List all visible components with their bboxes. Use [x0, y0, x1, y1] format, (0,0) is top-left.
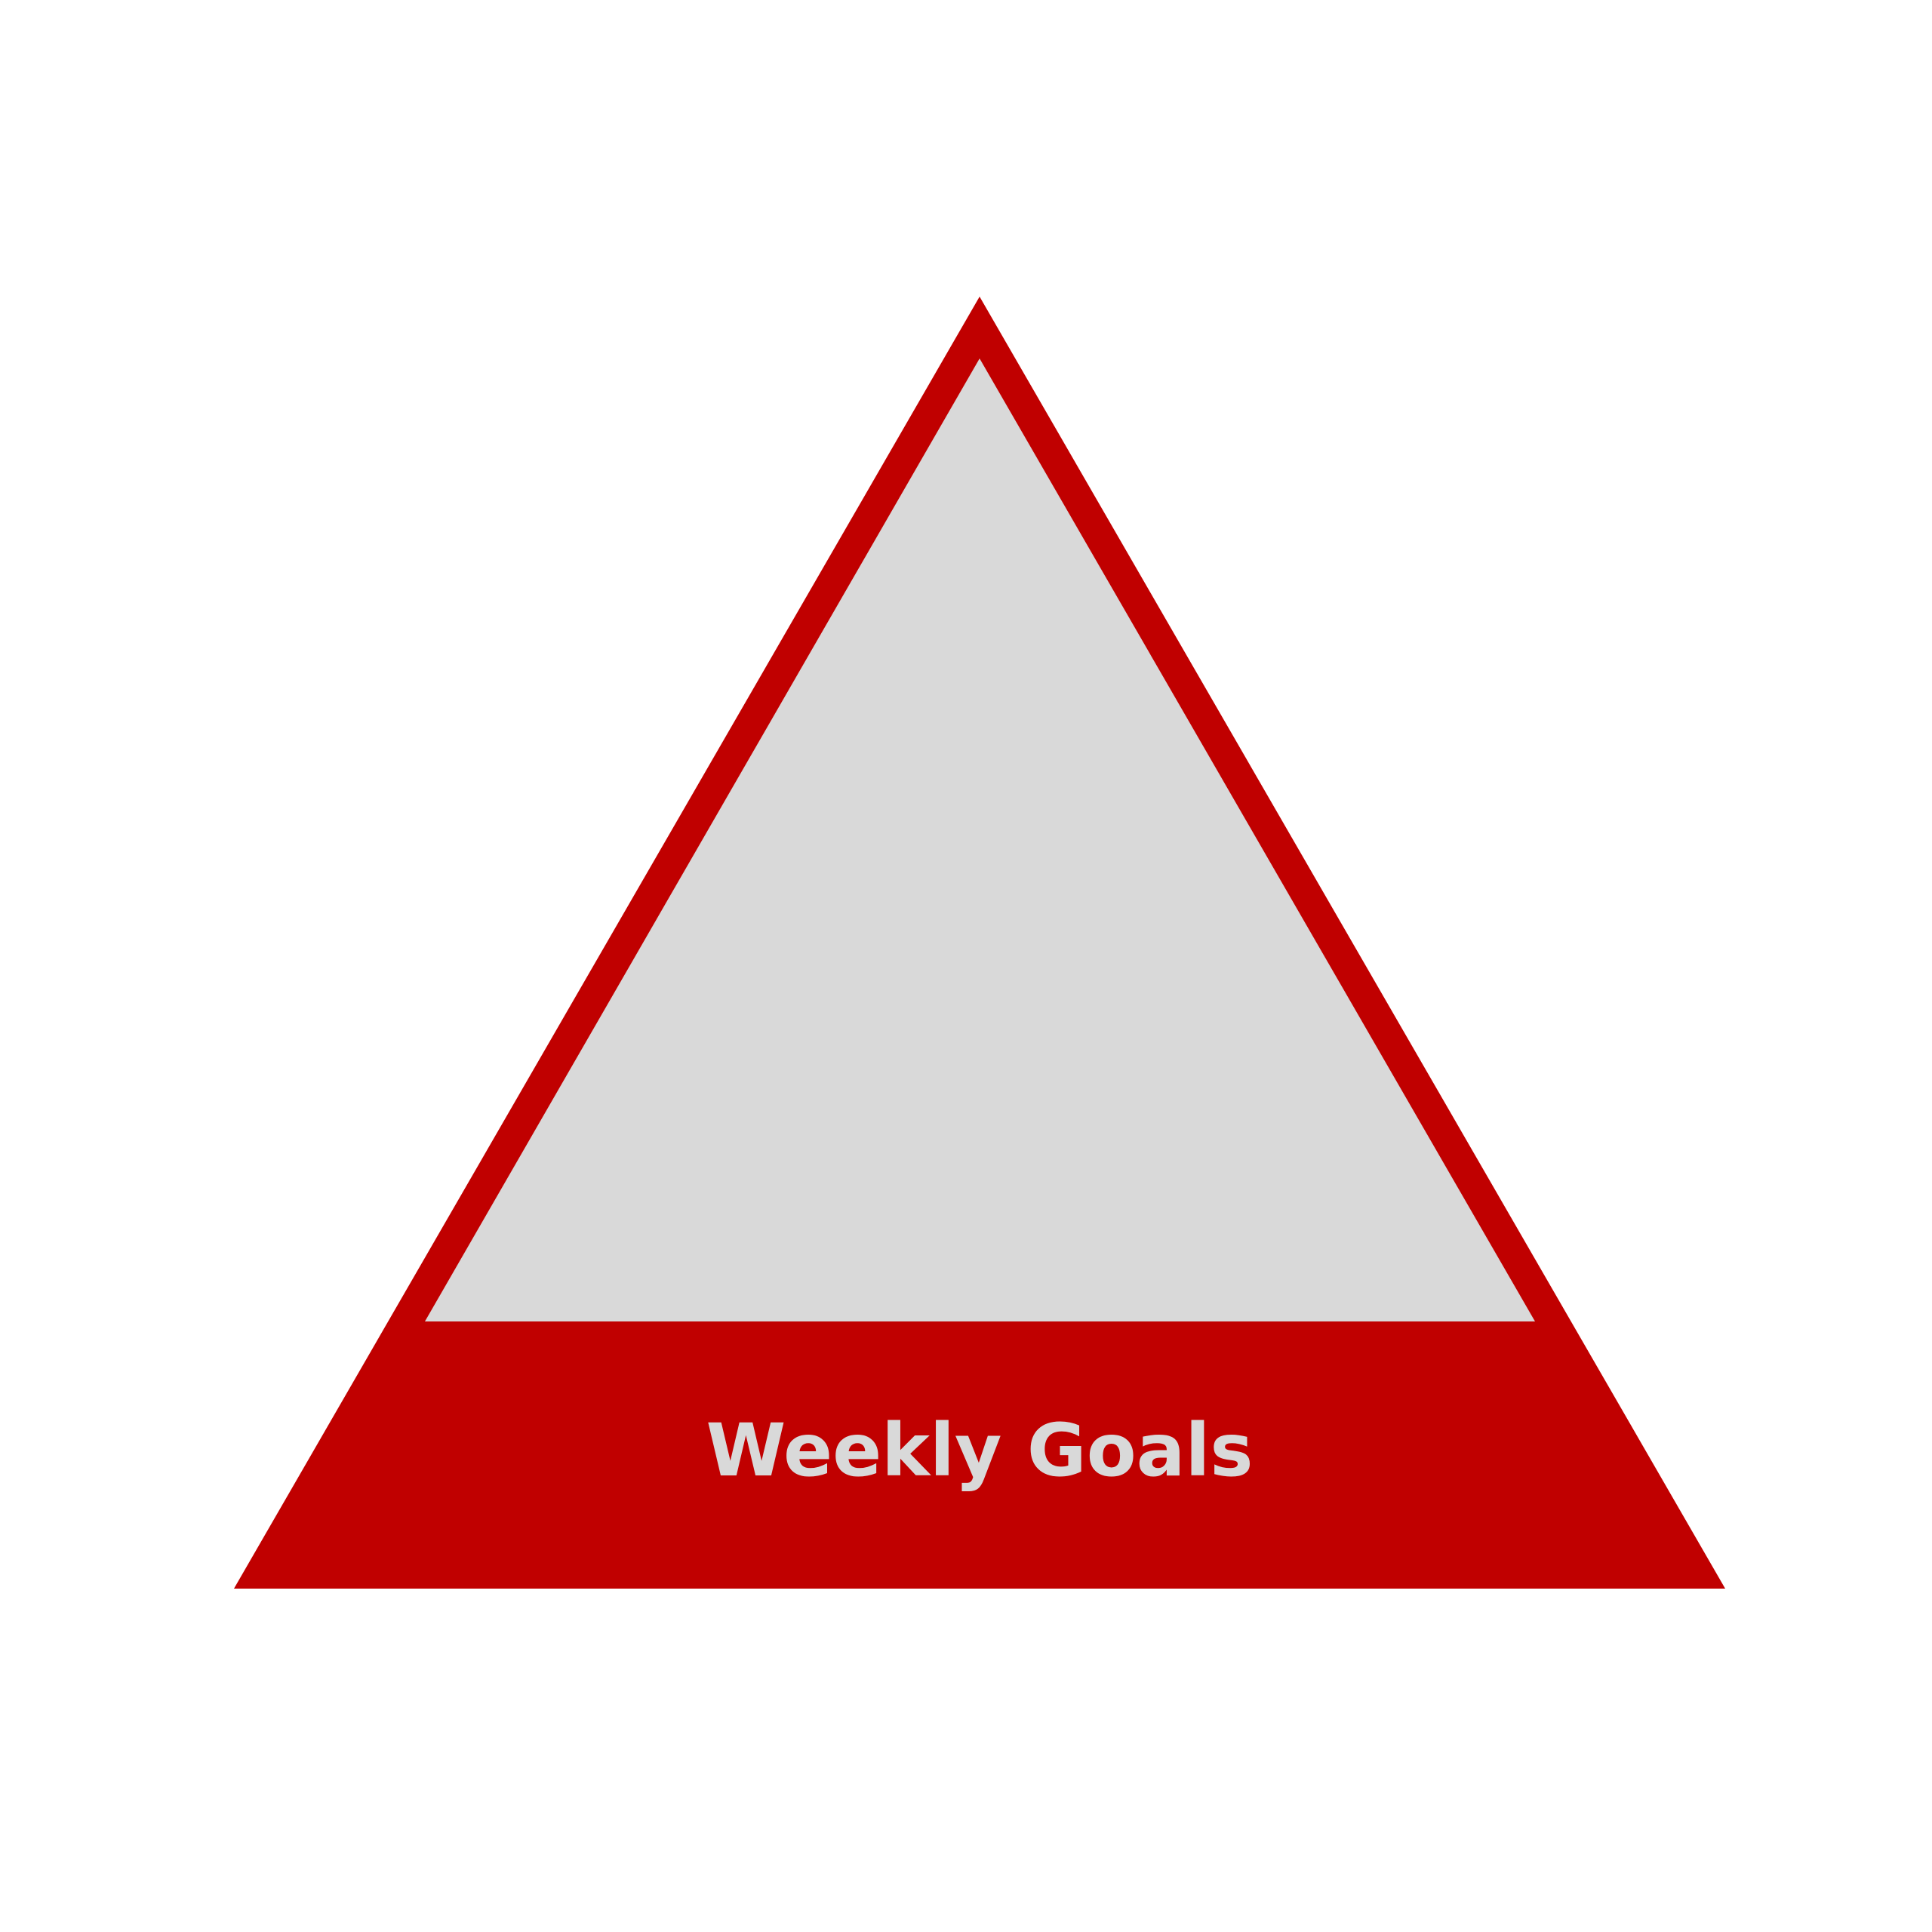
inner-triangle-area: [425, 358, 1535, 1321]
base-label: Weekly Goals: [706, 1408, 1253, 1493]
